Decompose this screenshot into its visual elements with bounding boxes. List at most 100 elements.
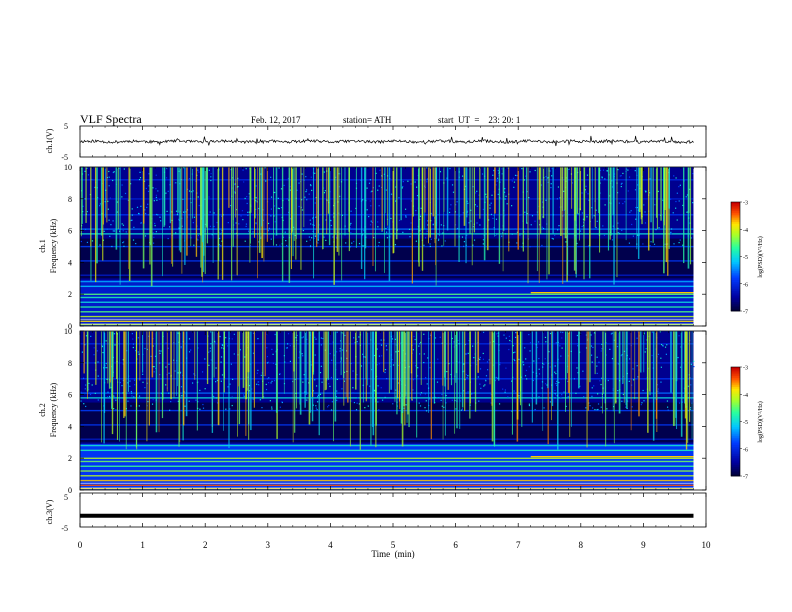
- spectrogram-sferic: [119, 331, 120, 442]
- spectrogram-speckle: [244, 356, 246, 358]
- spectrogram-speckle: [168, 372, 170, 374]
- spectrogram-sferic: [254, 167, 256, 238]
- spectrogram-speckle: [146, 206, 148, 209]
- spectrogram-sferic: [557, 331, 559, 450]
- spectrogram-sferic: [326, 167, 328, 235]
- spectrogram-speckle: [381, 230, 383, 232]
- spectrogram-speckle: [556, 198, 558, 200]
- spectrogram-speckle: [182, 198, 184, 201]
- spectrogram-sferic: [474, 331, 477, 412]
- spectrogram-speckle: [301, 353, 303, 355]
- spectrogram-speckle: [231, 404, 233, 407]
- spectrogram-speckle: [267, 222, 270, 225]
- spectrogram-speckle: [670, 198, 672, 200]
- spectrogram-speckle: [520, 376, 522, 378]
- spectrogram-speckle: [523, 231, 525, 233]
- spectrogram-speckle: [155, 194, 158, 196]
- spectrogram-sferic: [116, 331, 118, 380]
- spectrogram-sferic: [101, 331, 102, 443]
- spectrogram-speckle: [308, 193, 310, 195]
- spectrogram-speckle: [648, 192, 651, 194]
- spectrogram-speckle: [238, 223, 240, 225]
- spectrogram-speckle: [495, 184, 497, 186]
- spectrogram-speckle: [394, 244, 397, 246]
- spectrogram-speckle: [374, 390, 376, 392]
- spectrogram-speckle: [565, 405, 567, 408]
- spectrogram-speckle: [425, 410, 428, 412]
- spectrogram-speckle: [660, 343, 663, 346]
- spectrogram-speckle: [330, 224, 332, 227]
- spectrogram-speckle: [492, 217, 494, 219]
- spectrogram-speckle: [640, 403, 642, 406]
- spectrogram-speckle: [660, 381, 662, 383]
- spectrogram-speckle: [314, 202, 316, 204]
- spectrogram-speckle: [523, 179, 525, 181]
- colorbar-swatch: [731, 403, 740, 406]
- spectrogram-speckle: [482, 352, 484, 355]
- spectrogram-speckle: [225, 408, 227, 410]
- spectrogram-speckle: [429, 243, 431, 245]
- spectrogram-speckle: [491, 194, 493, 196]
- spectrogram-speckle: [353, 337, 355, 339]
- ch3-ylabel: ch.3(V): [45, 499, 54, 524]
- spectrogram-speckle: [110, 224, 112, 226]
- spectrogram-speckle: [514, 228, 516, 230]
- spectrogram-speckle: [451, 184, 454, 186]
- spectrogram-speckle: [689, 188, 691, 190]
- spectrogram-speckle: [135, 349, 137, 352]
- spectrogram-speckle: [109, 395, 111, 398]
- spectrogram-speckle: [140, 221, 142, 224]
- spectrogram-speckle: [611, 358, 614, 360]
- spectrogram-speckle: [507, 167, 509, 169]
- spectrogram-sferic: [454, 331, 456, 434]
- spectrogram-speckle: [349, 246, 351, 248]
- spectrogram-sferic: [231, 167, 233, 281]
- spectrogram-speckle: [511, 180, 513, 182]
- spectrogram-speckle: [198, 171, 200, 173]
- spectrogram-speckle: [419, 343, 421, 345]
- spectrogram-speckle: [155, 213, 158, 216]
- spectrogram-speckle: [549, 170, 551, 172]
- colorbar-swatch: [731, 390, 740, 393]
- spectrogram-speckle: [352, 387, 354, 389]
- spectrogram-sferic: [535, 331, 538, 405]
- spectrogram-sferic: [647, 167, 650, 251]
- spectrogram-speckle: [302, 229, 304, 232]
- spectrogram-sferic: [589, 331, 591, 383]
- spectrogram-speckle: [266, 333, 268, 336]
- spectrogram-speckle: [506, 203, 508, 205]
- spectrogram-speckle: [350, 222, 352, 225]
- spectrogram-speckle: [479, 368, 482, 370]
- spectrogram-speckle: [248, 232, 251, 234]
- spectrogram-sferic: [407, 331, 409, 415]
- spectrogram-speckle: [339, 340, 342, 342]
- spectrogram-sferic: [384, 167, 386, 214]
- spectrogram-speckle: [133, 226, 135, 228]
- spectrogram-speckle: [521, 246, 523, 248]
- spectrogram-speckle: [643, 400, 645, 402]
- spectrogram-speckle: [137, 337, 140, 339]
- spectrogram-speckle: [402, 181, 404, 183]
- spectrogram-sferic: [390, 331, 393, 390]
- spectrogram-speckle: [487, 214, 490, 216]
- spectrogram-speckle: [148, 173, 150, 175]
- spectrogram-speckle: [362, 245, 364, 247]
- spectrogram-speckle: [625, 406, 627, 408]
- spectrogram-speckle: [103, 230, 105, 232]
- spectrogram-speckle: [364, 407, 366, 409]
- spectrogram-speckle: [576, 367, 578, 369]
- spectrogram-speckle: [392, 364, 395, 366]
- spectrogram-sferic: [634, 331, 636, 400]
- spectrogram-sferic: [569, 331, 571, 437]
- spectrogram-sferic: [100, 167, 103, 236]
- spectrogram-speckle: [513, 358, 515, 361]
- spectrogram-speckle: [121, 196, 123, 198]
- colorbar-swatch: [731, 300, 740, 303]
- spectrogram-speckle: [327, 406, 329, 408]
- spectrogram-speckle: [252, 332, 255, 334]
- colorbar-swatch: [731, 414, 740, 417]
- spectrogram-speckle: [102, 239, 105, 241]
- spectrogram-speckle: [175, 210, 178, 212]
- spectrogram-speckle: [461, 175, 464, 177]
- spectrogram-speckle: [581, 212, 584, 214]
